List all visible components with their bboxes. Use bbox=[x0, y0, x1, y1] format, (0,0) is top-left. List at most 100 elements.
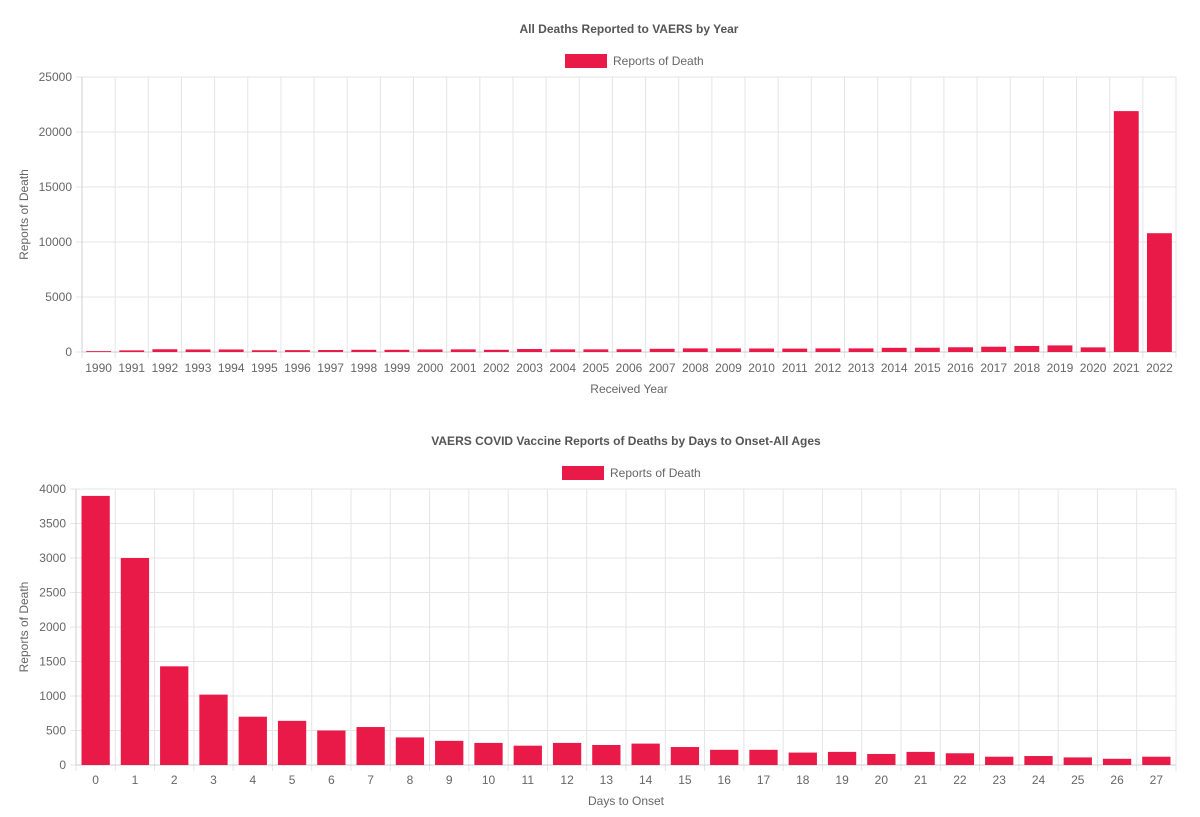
x-tick-label: 26 bbox=[1110, 773, 1124, 787]
bar bbox=[152, 349, 178, 352]
bar bbox=[81, 495, 110, 765]
legend-swatch bbox=[562, 466, 604, 480]
y-tick-label: 1000 bbox=[39, 689, 66, 703]
bar bbox=[1024, 756, 1053, 765]
x-tick-label: 14 bbox=[639, 773, 653, 787]
bar bbox=[631, 743, 660, 765]
bar bbox=[285, 350, 310, 352]
bar bbox=[649, 348, 675, 352]
bar bbox=[985, 756, 1014, 765]
x-tick-label: 3 bbox=[210, 773, 217, 787]
bar bbox=[782, 348, 808, 352]
x-axis-title: Days to Onset bbox=[588, 794, 665, 808]
bar bbox=[483, 349, 509, 352]
bar bbox=[1014, 345, 1040, 352]
bar bbox=[384, 349, 410, 352]
x-tick-label: 2004 bbox=[549, 361, 576, 375]
x-tick-label: 2003 bbox=[516, 361, 543, 375]
y-tick-label: 0 bbox=[59, 758, 66, 772]
x-tick-label: 11 bbox=[522, 773, 535, 787]
legend-swatch bbox=[565, 54, 607, 68]
x-tick-label: 19 bbox=[835, 773, 849, 787]
x-tick-label: 15 bbox=[678, 773, 692, 787]
bar bbox=[251, 350, 277, 352]
bar bbox=[552, 742, 582, 765]
y-tick-label: 2500 bbox=[39, 586, 66, 600]
bar bbox=[788, 752, 817, 765]
x-tick-label: 13 bbox=[600, 773, 614, 787]
bar bbox=[517, 349, 542, 352]
x-tick-label: 2016 bbox=[947, 361, 974, 375]
y-tick-label: 15000 bbox=[39, 180, 73, 194]
bar bbox=[1102, 758, 1132, 765]
bar bbox=[1113, 111, 1139, 352]
bar bbox=[356, 727, 385, 765]
bar bbox=[199, 694, 228, 765]
y-tick-label: 3500 bbox=[39, 517, 66, 531]
x-tick-label: 12 bbox=[560, 773, 574, 787]
y-tick-label: 5000 bbox=[45, 290, 72, 304]
x-tick-label: 2 bbox=[171, 773, 178, 787]
bar bbox=[945, 753, 975, 765]
x-tick-label: 1993 bbox=[185, 361, 212, 375]
bar bbox=[848, 348, 874, 352]
chart-title: VAERS COVID Vaccine Reports of Deaths by… bbox=[431, 434, 821, 448]
bar bbox=[435, 740, 464, 765]
x-tick-label: 2002 bbox=[483, 361, 510, 375]
x-tick-label: 1 bbox=[132, 773, 139, 787]
bar bbox=[815, 348, 841, 352]
bar bbox=[914, 347, 940, 352]
x-tick-label: 2022 bbox=[1146, 361, 1173, 375]
bar bbox=[867, 753, 896, 765]
bar bbox=[670, 747, 700, 765]
x-tick-label: 6 bbox=[328, 773, 335, 787]
x-tick-label: 2006 bbox=[616, 361, 643, 375]
legend: Reports of Death bbox=[565, 54, 704, 68]
bar bbox=[317, 730, 346, 765]
x-tick-label: 0 bbox=[92, 773, 99, 787]
bar bbox=[160, 666, 189, 765]
y-tick-label: 0 bbox=[65, 345, 72, 359]
bar bbox=[120, 558, 150, 765]
x-tick-label: 17 bbox=[757, 773, 771, 787]
bar bbox=[395, 737, 425, 765]
x-tick-label: 2009 bbox=[715, 361, 742, 375]
bar bbox=[450, 349, 476, 352]
x-tick-label: 22 bbox=[953, 773, 967, 787]
y-tick-label: 2000 bbox=[39, 620, 66, 634]
x-axis-title: Received Year bbox=[590, 382, 667, 396]
bar bbox=[417, 349, 443, 352]
y-tick-label: 20000 bbox=[39, 125, 73, 139]
y-axis-title: Reports of Death bbox=[17, 582, 31, 673]
bar bbox=[827, 751, 857, 765]
bar bbox=[513, 745, 542, 765]
x-tick-label: 23 bbox=[993, 773, 1007, 787]
x-tick-label: 2012 bbox=[815, 361, 842, 375]
x-tick-label: 2017 bbox=[980, 361, 1007, 375]
bar bbox=[948, 347, 973, 352]
bar bbox=[1142, 756, 1171, 765]
bar bbox=[583, 349, 609, 352]
x-tick-label: 1994 bbox=[218, 361, 245, 375]
bar bbox=[86, 351, 112, 352]
bar bbox=[218, 349, 244, 352]
y-tick-label: 3000 bbox=[39, 551, 66, 565]
x-tick-label: 9 bbox=[446, 773, 453, 787]
bar bbox=[749, 749, 778, 765]
x-tick-label: 20 bbox=[875, 773, 889, 787]
x-tick-label: 2000 bbox=[417, 361, 444, 375]
x-tick-label: 1992 bbox=[152, 361, 179, 375]
x-tick-label: 8 bbox=[407, 773, 414, 787]
bar bbox=[277, 720, 307, 765]
x-tick-label: 2005 bbox=[582, 361, 609, 375]
legend: Reports of Death bbox=[562, 466, 701, 480]
x-tick-label: 2013 bbox=[848, 361, 875, 375]
bar bbox=[710, 749, 739, 765]
bar bbox=[592, 744, 621, 765]
bar bbox=[749, 348, 775, 352]
bar bbox=[981, 346, 1007, 352]
x-tick-label: 18 bbox=[796, 773, 810, 787]
x-tick-label: 2020 bbox=[1080, 361, 1107, 375]
bar bbox=[351, 349, 377, 352]
